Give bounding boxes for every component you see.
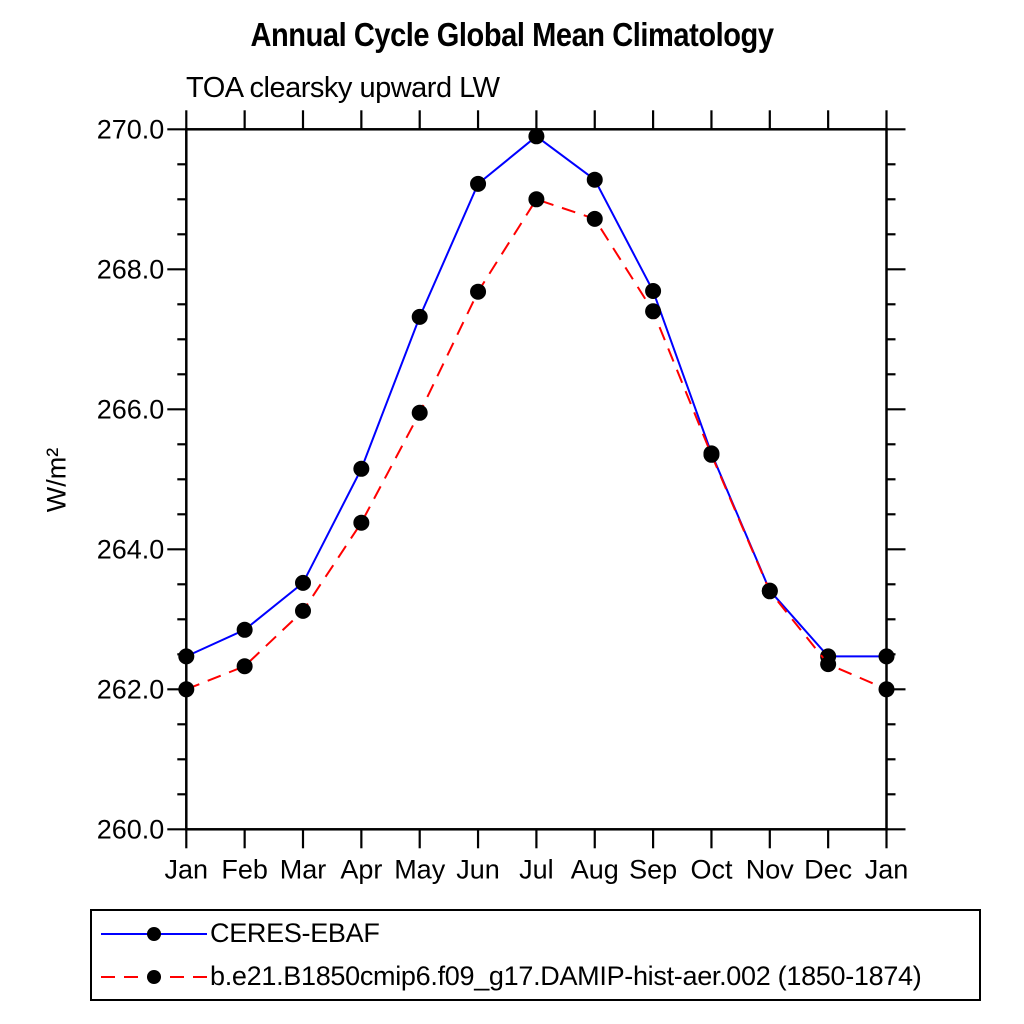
data-point-marker [411, 308, 428, 325]
data-point-marker [178, 648, 195, 665]
x-axis-tick-label: Feb [221, 854, 268, 884]
chart-subtitle: TOA clearsky upward LW [186, 72, 500, 104]
data-point-marker [645, 283, 662, 299]
legend-label-model: b.e21.B1850cmip6.f09_g17.DAMIP-hist-aer.… [210, 961, 922, 991]
y-axis-tick-label: 262.0 [97, 674, 165, 704]
legend-solid-line-marker-icon [101, 926, 207, 941]
data-point-marker [353, 514, 370, 531]
data-point-marker [295, 574, 311, 591]
x-axis-tick-label: Apr [340, 854, 382, 884]
chart-title: Annual Cycle Global Mean Climatology [250, 16, 774, 53]
series-line-0 [185, 135, 887, 658]
legend-item-observation: CERES-EBAF [98, 915, 979, 953]
data-point-marker [820, 656, 837, 673]
y-axis-tick-label: 260.0 [97, 814, 165, 844]
y-axis-tick-label: 268.0 [97, 254, 165, 284]
data-point-marker [586, 210, 603, 227]
series-line-1 [185, 198, 887, 691]
data-point-marker [411, 404, 428, 421]
x-axis-tick-label: Oct [690, 854, 733, 884]
x-axis-tick-label: Aug [571, 854, 619, 884]
data-point-marker [295, 602, 311, 619]
data-point-marker [645, 303, 662, 320]
legend-label-observation: CERES-EBAF [210, 918, 380, 948]
data-point-marker [353, 460, 370, 477]
data-point-marker [236, 621, 253, 638]
data-point-marker [761, 583, 778, 600]
legend-item-model: b.e21.B1850cmip6.f09_g17.DAMIP-hist-aer.… [98, 958, 979, 996]
data-point-marker [528, 128, 545, 145]
data-point-marker [586, 171, 603, 188]
x-axis-tick-label: Jan [165, 854, 209, 884]
x-axis-tick-label: Mar [280, 854, 327, 884]
y-axis-tick-label: 270.0 [97, 114, 165, 144]
data-point-marker [236, 658, 253, 675]
x-axis-tick-label: Nov [746, 854, 795, 884]
x-axis-tick-label: May [394, 854, 446, 884]
data-point-marker [470, 283, 487, 300]
data-point-marker [178, 681, 195, 698]
plot-frame [185, 128, 888, 831]
y-axis-tick-label: 266.0 [97, 394, 165, 424]
y-axis-tick-label: 264.0 [97, 534, 165, 564]
x-axis-tick-label: Jan [865, 854, 909, 884]
legend-dashed-line-marker-icon [101, 969, 207, 984]
x-axis-tick-label: Dec [804, 854, 852, 884]
data-point-marker [470, 175, 487, 192]
legend: CERES-EBAF b.e21.B1850cmip6.f09_g17.DAMI… [90, 909, 981, 1001]
data-point-marker [878, 681, 895, 698]
data-point-marker [878, 648, 895, 665]
data-point-marker [703, 446, 720, 463]
x-axis-tick-label: Jun [456, 854, 500, 884]
x-axis-tick-label: Sep [629, 854, 677, 884]
data-point-marker [528, 191, 545, 208]
x-axis-tick-label: Jul [519, 854, 554, 884]
